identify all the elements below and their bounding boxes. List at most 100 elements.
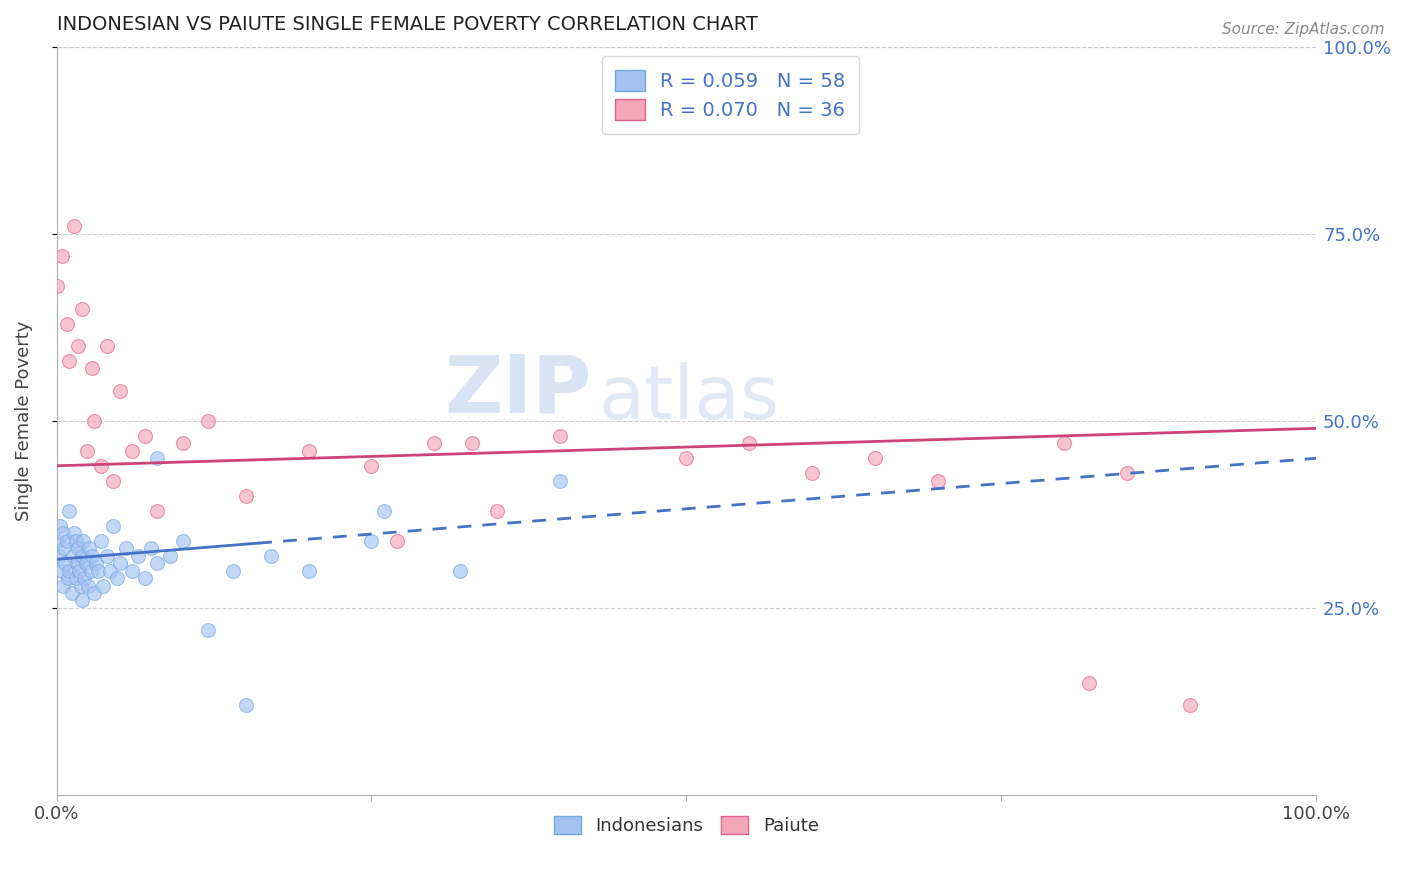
Point [62, 549, 84, 563]
Point [67, 564, 90, 578]
Point [70, 301, 93, 316]
Legend: R = 0.059   N = 58, R = 0.070   N = 36: R = 0.059 N = 58, R = 0.070 N = 36 [602, 56, 859, 134]
Point [79, 541, 101, 555]
Point [550, 474, 572, 488]
Point [121, 443, 143, 458]
Point [105, 571, 128, 585]
Point [235, 489, 257, 503]
Point [235, 698, 257, 713]
Point [53, 541, 76, 555]
Point [486, 504, 509, 518]
Point [1053, 436, 1076, 450]
Point [197, 414, 219, 428]
Point [55, 556, 77, 570]
Point [90, 458, 112, 473]
Point [51, 564, 73, 578]
Point [87, 564, 110, 578]
Point [297, 564, 319, 578]
Point [56, 571, 79, 585]
Point [72, 533, 94, 548]
Point [675, 451, 697, 466]
Point [115, 541, 138, 555]
Point [1116, 467, 1139, 481]
Point [76, 443, 98, 458]
Point [423, 436, 446, 450]
Point [127, 549, 149, 563]
Point [103, 474, 125, 488]
Point [865, 451, 887, 466]
Point [1178, 698, 1201, 713]
Point [297, 443, 319, 458]
Text: INDONESIAN VS PAIUTE SINGLE FEMALE POVERTY CORRELATION CHART: INDONESIAN VS PAIUTE SINGLE FEMALE POVER… [56, 15, 758, 34]
Point [51, 249, 73, 263]
Point [550, 429, 572, 443]
Point [222, 564, 245, 578]
Point [134, 571, 156, 585]
Point [146, 556, 169, 570]
Point [65, 533, 87, 548]
Point [159, 549, 181, 563]
Point [98, 564, 121, 578]
Point [461, 436, 484, 450]
Point [90, 533, 112, 548]
Point [60, 586, 83, 600]
Point [96, 549, 118, 563]
Point [84, 556, 107, 570]
Point [360, 533, 382, 548]
Point [121, 564, 143, 578]
Point [52, 526, 75, 541]
Point [52, 578, 75, 592]
Point [63, 219, 86, 234]
Point [63, 526, 86, 541]
Point [66, 541, 89, 555]
Point [83, 586, 105, 600]
Point [55, 317, 77, 331]
Point [738, 436, 761, 450]
Point [927, 474, 949, 488]
Point [139, 541, 162, 555]
Point [77, 578, 100, 592]
Point [108, 556, 131, 570]
Point [360, 458, 382, 473]
Point [172, 436, 194, 450]
Point [69, 578, 91, 592]
Point [66, 339, 89, 353]
Point [801, 467, 824, 481]
Point [91, 578, 114, 592]
Point [79, 564, 101, 578]
Point [80, 549, 103, 563]
Point [108, 384, 131, 398]
Point [172, 533, 194, 548]
Point [449, 564, 471, 578]
Point [134, 429, 156, 443]
Point [70, 593, 93, 607]
Point [197, 624, 219, 638]
Point [96, 339, 118, 353]
Point [260, 549, 283, 563]
Point [65, 571, 87, 585]
Point [80, 361, 103, 376]
Text: Source: ZipAtlas.com: Source: ZipAtlas.com [1222, 22, 1385, 37]
Point [146, 504, 169, 518]
Point [75, 556, 97, 570]
Y-axis label: Single Female Poverty: Single Female Poverty [15, 321, 32, 521]
Point [66, 556, 89, 570]
Point [58, 354, 80, 368]
Point [70, 549, 93, 563]
Point [146, 451, 169, 466]
Point [83, 414, 105, 428]
Point [49, 518, 72, 533]
Text: atlas: atlas [598, 362, 779, 435]
Point [385, 533, 408, 548]
Point [373, 504, 395, 518]
Point [103, 518, 125, 533]
Point [45, 279, 67, 293]
Point [58, 504, 80, 518]
Point [55, 533, 77, 548]
Point [73, 571, 96, 585]
Point [48, 549, 70, 563]
Point [45, 533, 67, 548]
Point [1078, 675, 1101, 690]
Point [58, 564, 80, 578]
Text: ZIP: ZIP [444, 352, 592, 430]
